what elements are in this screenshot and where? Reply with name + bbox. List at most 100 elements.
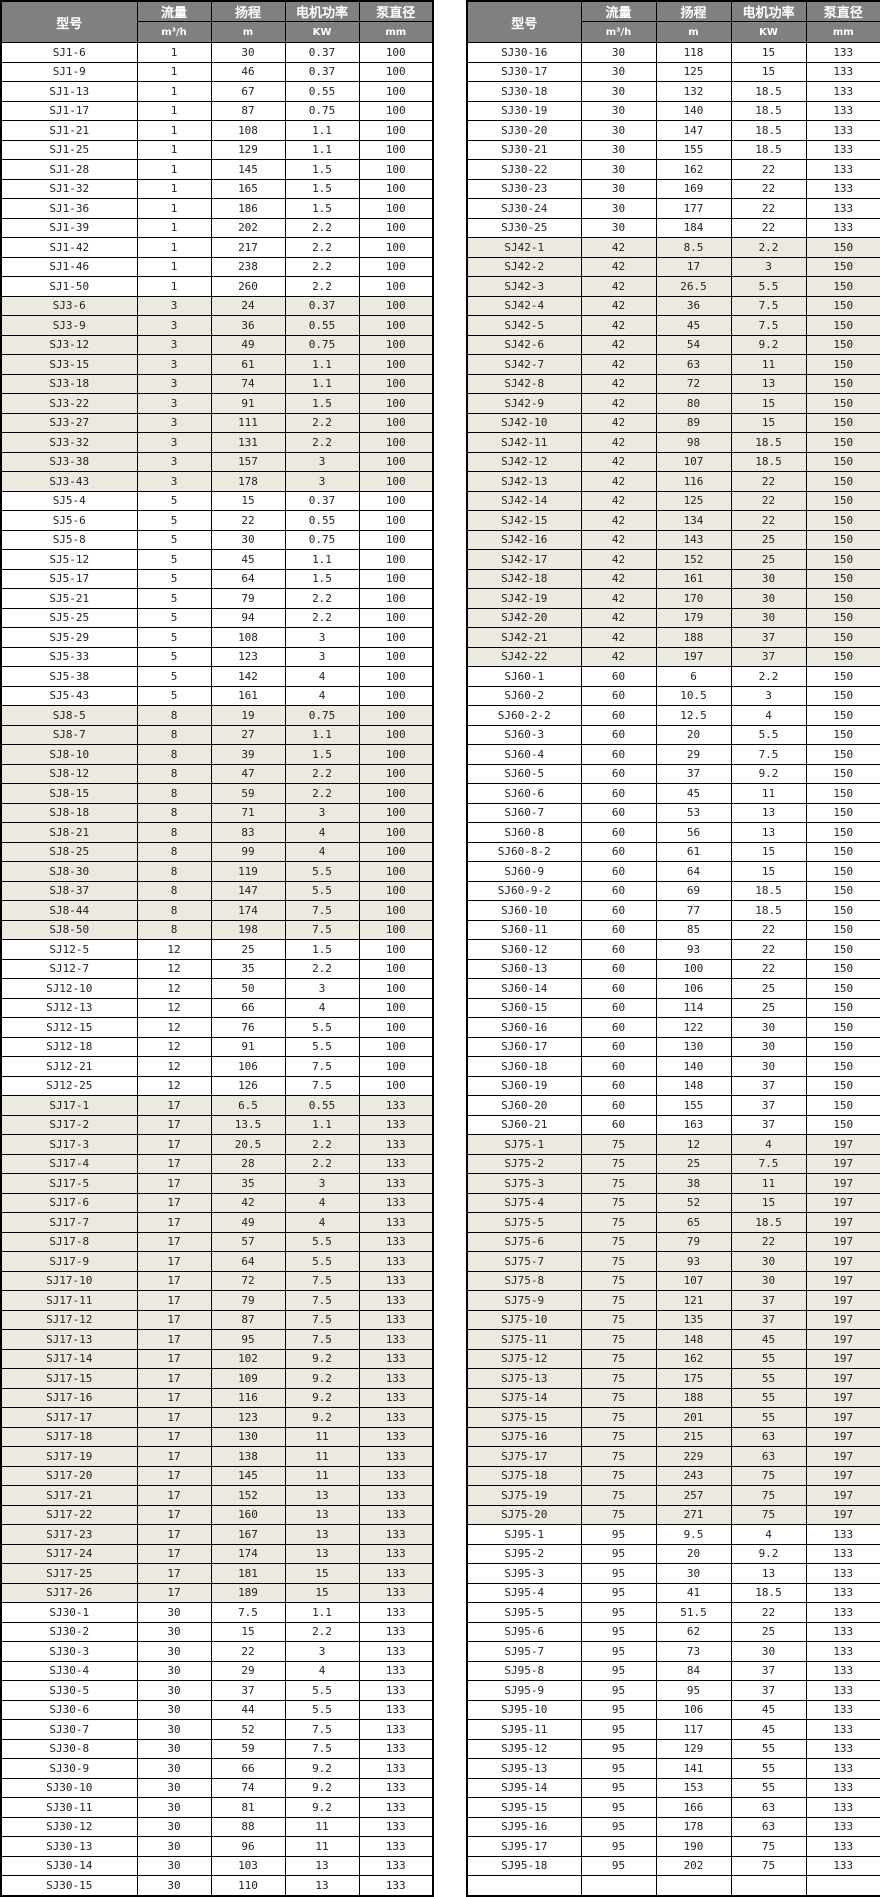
cell-power: 1.5	[285, 940, 359, 960]
table-row: SJ3-183741.1100	[1, 374, 433, 394]
cell-power: 63	[731, 1798, 806, 1818]
cell-model: SJ8-10	[1, 745, 137, 765]
cell-model: SJ42-20	[467, 608, 581, 628]
cell-model: SJ30-7	[1, 1720, 137, 1740]
table-row: SJ42-214218837150	[467, 628, 880, 648]
table-row: SJ30-183013218.5133	[467, 82, 880, 102]
table-row: SJ8-78271.1100	[1, 725, 433, 745]
cell-diameter: 133	[806, 179, 880, 199]
cell-flow: 95	[581, 1661, 656, 1681]
cell-power: 37	[731, 647, 806, 667]
cell-model: SJ42-5	[467, 316, 581, 336]
cell-head: 167	[211, 1525, 285, 1545]
cell-model: SJ75-10	[467, 1310, 581, 1330]
cell-flow: 75	[581, 1232, 656, 1252]
cell-model	[467, 1876, 581, 1896]
cell-power: 75	[731, 1466, 806, 1486]
cell-diameter: 133	[806, 62, 880, 82]
cell-flow: 8	[137, 706, 211, 726]
header-flow: 流量	[137, 1, 211, 22]
cell-power: 1.5	[285, 179, 359, 199]
table-row: SJ12-712352.2100	[1, 959, 433, 979]
cell-model: SJ60-9-2	[467, 881, 581, 901]
cell-flow: 12	[137, 1018, 211, 1038]
cell-model: SJ17-15	[1, 1369, 137, 1389]
table-row: SJ60-16062.2150	[467, 667, 880, 687]
cell-diameter: 133	[359, 1661, 433, 1681]
cell-model: SJ60-5	[467, 764, 581, 784]
table-row: SJ60-11608522150	[467, 920, 880, 940]
cell-flow: 3	[137, 472, 211, 492]
cell-flow	[581, 1876, 656, 1896]
cell-flow: 95	[581, 1700, 656, 1720]
cell-flow: 60	[581, 940, 656, 960]
cell-head: 91	[211, 1037, 285, 1057]
cell-diameter: 100	[359, 355, 433, 375]
cell-diameter: 133	[806, 1739, 880, 1759]
cell-diameter	[806, 1876, 880, 1896]
cell-model: SJ17-13	[1, 1330, 137, 1350]
table-row: SJ60-560379.2150	[467, 764, 880, 784]
cell-flow: 30	[137, 1837, 211, 1857]
cell-diameter: 150	[806, 998, 880, 1018]
table-row: SJ60-176013030150	[467, 1037, 880, 1057]
table-row: SJ75-137517555197	[467, 1369, 880, 1389]
cell-head: 140	[656, 1057, 731, 1077]
header-model: 型号	[467, 1, 581, 43]
cell-model: SJ17-17	[1, 1408, 137, 1428]
table-row: SJ5-45150.37100	[1, 491, 433, 511]
cell-model: SJ42-22	[467, 647, 581, 667]
cell-model: SJ95-17	[467, 1837, 581, 1857]
cell-flow: 5	[137, 530, 211, 550]
table-row: SJ3-153611.1100	[1, 355, 433, 375]
cell-model: SJ3-6	[1, 296, 137, 316]
cell-power: 1.5	[285, 160, 359, 180]
cell-flow: 42	[581, 257, 656, 277]
cell-model: SJ1-32	[1, 179, 137, 199]
table-row: SJ30-630445.5133	[1, 1700, 433, 1720]
cell-diameter: 197	[806, 1427, 880, 1447]
cell-diameter: 100	[359, 296, 433, 316]
table-row: SJ8-4481747.5100	[1, 901, 433, 921]
cell-flow: 42	[581, 452, 656, 472]
table-row: SJ30-12308811133	[1, 1817, 433, 1837]
cell-diameter: 150	[806, 472, 880, 492]
cell-diameter: 100	[359, 550, 433, 570]
cell-diameter: 100	[359, 394, 433, 414]
cell-flow: 30	[581, 218, 656, 238]
cell-head: 107	[656, 452, 731, 472]
cell-head: 181	[211, 1564, 285, 1584]
cell-flow: 1	[137, 160, 211, 180]
table-row: SJ60-12609322150	[467, 940, 880, 960]
cell-model: SJ95-6	[467, 1622, 581, 1642]
cell-power: 55	[731, 1759, 806, 1779]
cell-flow: 17	[137, 1447, 211, 1467]
cell-power: 4	[731, 1135, 806, 1155]
table-row: SJ17-191713811133	[1, 1447, 433, 1467]
cell-diameter: 100	[359, 842, 433, 862]
table-row: SJ60-8605613150	[467, 823, 880, 843]
table-row: SJ60-460297.5150	[467, 745, 880, 765]
cell-model: SJ30-5	[1, 1681, 137, 1701]
cell-head: 29	[656, 745, 731, 765]
cell-flow: 60	[581, 1096, 656, 1116]
table-row: SJ95-119511745133	[467, 1720, 880, 1740]
cell-head: 123	[211, 647, 285, 667]
cell-flow: 17	[137, 1427, 211, 1447]
cell-power: 13	[285, 1486, 359, 1506]
table-row: SJ95-59551.522133	[467, 1603, 880, 1623]
cell-diameter: 133	[359, 1115, 433, 1135]
cell-head: 24	[211, 296, 285, 316]
table-row: SJ60-146010625150	[467, 979, 880, 999]
cell-flow: 8	[137, 920, 211, 940]
cell-head: 8.5	[656, 238, 731, 258]
cell-diameter: 100	[359, 218, 433, 238]
header-head-unit: m	[211, 22, 285, 43]
table-row: SJ30-1130819.2133	[1, 1798, 433, 1818]
table-row: SJ17-231716713133	[1, 1525, 433, 1545]
cell-head: 35	[211, 959, 285, 979]
cell-model: SJ75-12	[467, 1349, 581, 1369]
cell-power: 7.5	[731, 745, 806, 765]
cell-model: SJ42-6	[467, 335, 581, 355]
cell-diameter: 133	[359, 1330, 433, 1350]
